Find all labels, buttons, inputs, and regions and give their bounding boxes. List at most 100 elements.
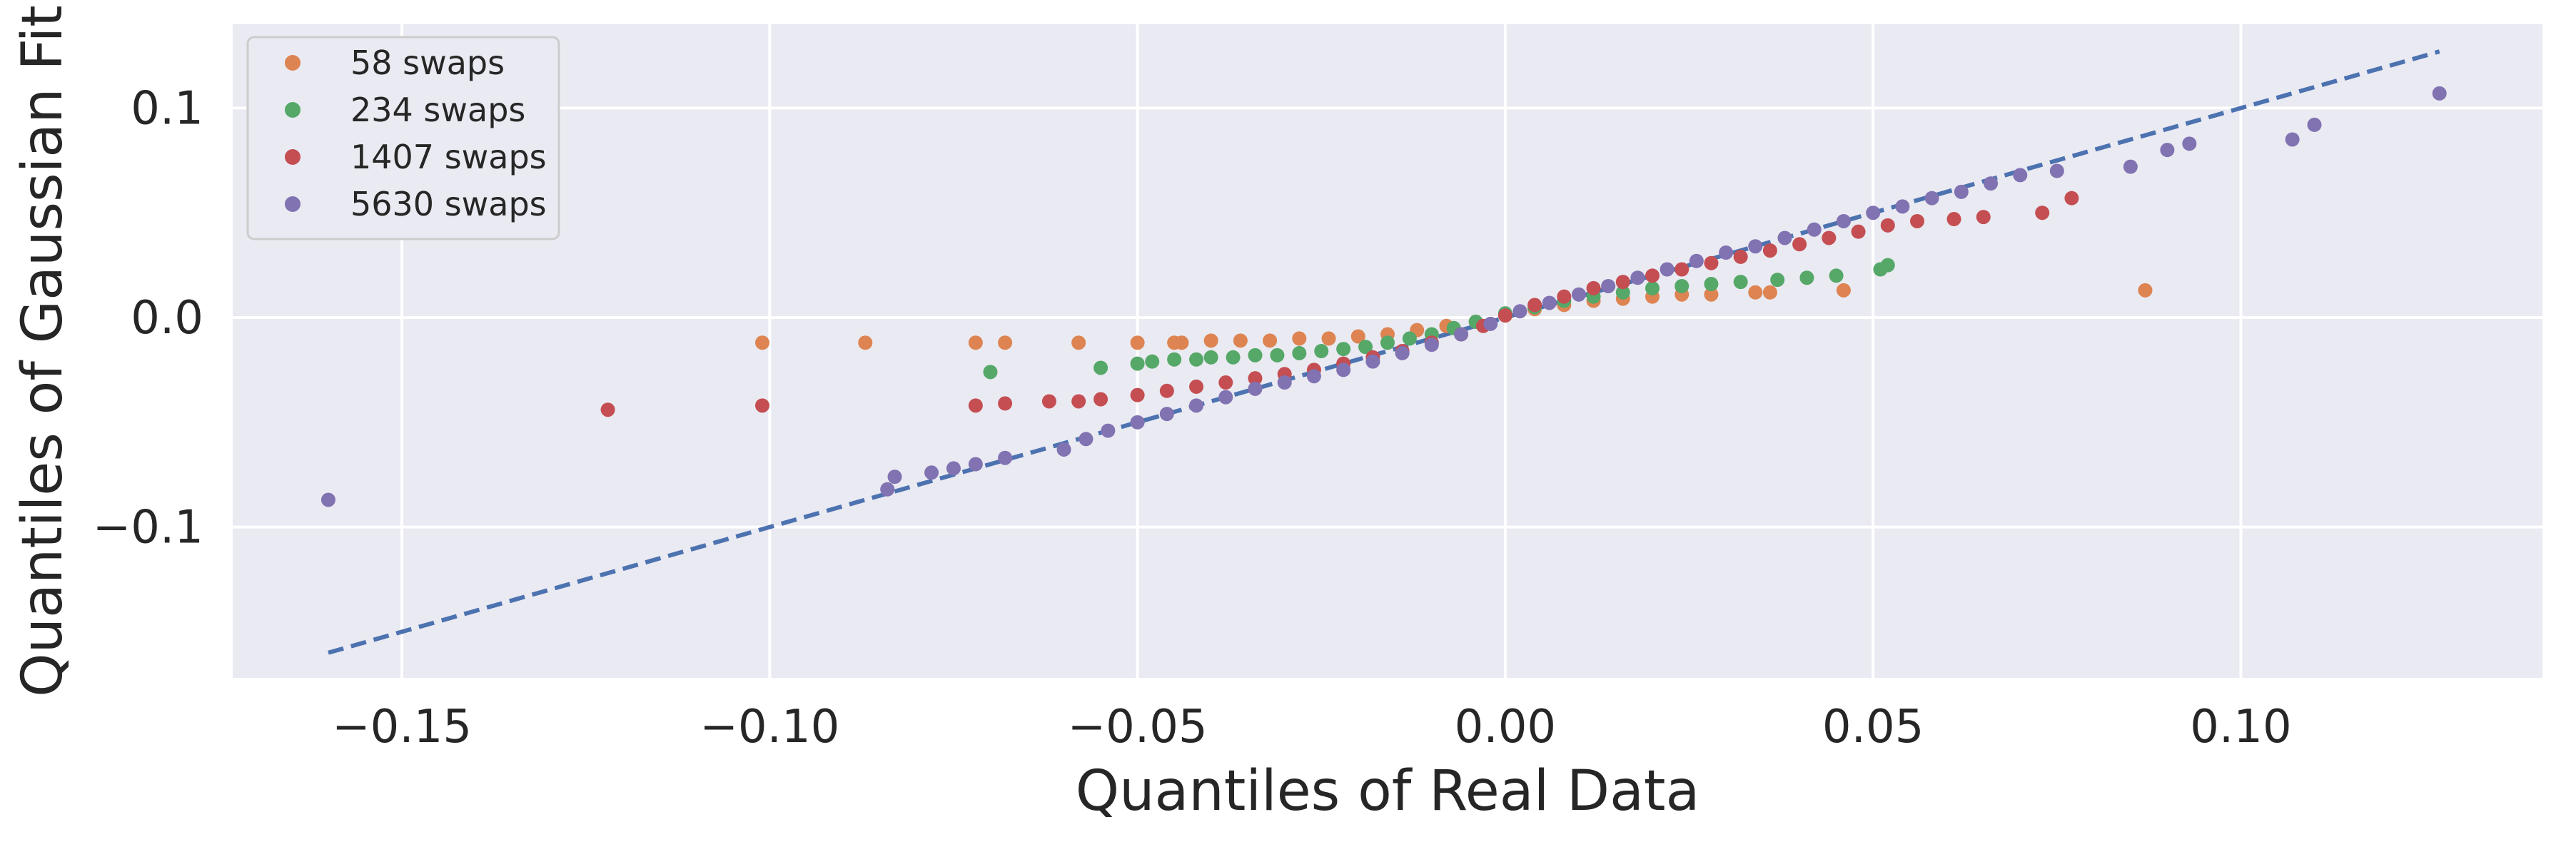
data-point bbox=[1130, 356, 1145, 371]
data-point bbox=[887, 470, 902, 485]
scatter-points bbox=[320, 86, 2447, 507]
data-point bbox=[1218, 390, 1233, 405]
data-point bbox=[1762, 285, 1777, 300]
data-point bbox=[1954, 184, 1969, 199]
data-point bbox=[1946, 212, 1961, 227]
data-point bbox=[1497, 308, 1512, 323]
x-tick-label: 0.00 bbox=[1455, 701, 1557, 754]
data-point bbox=[1836, 213, 1851, 228]
data-point bbox=[1218, 375, 1233, 390]
data-point bbox=[1189, 398, 1204, 413]
legend-marker bbox=[285, 149, 300, 165]
data-point bbox=[1512, 304, 1527, 319]
data-point bbox=[968, 335, 983, 350]
data-point bbox=[1704, 287, 1719, 302]
data-point bbox=[1645, 268, 1660, 283]
data-point bbox=[1910, 213, 1925, 228]
data-point bbox=[1630, 270, 1645, 285]
data-point bbox=[2285, 132, 2300, 147]
data-point bbox=[1704, 277, 1719, 292]
data-point bbox=[2123, 159, 2138, 174]
data-point bbox=[1248, 348, 1263, 362]
x-tick-label: 0.05 bbox=[1822, 701, 1924, 754]
data-point bbox=[1130, 387, 1145, 402]
data-point bbox=[1542, 295, 1557, 310]
data-point bbox=[1557, 289, 1572, 304]
data-point bbox=[998, 335, 1013, 350]
x-tick-label: 0.10 bbox=[2190, 701, 2292, 754]
reference-line bbox=[328, 49, 2440, 655]
data-point bbox=[1402, 331, 1417, 346]
legend-marker bbox=[285, 55, 300, 71]
data-point bbox=[1292, 345, 1307, 360]
data-point bbox=[1733, 275, 1748, 290]
data-point bbox=[1880, 258, 1895, 273]
x-tick-label: −0.15 bbox=[332, 701, 472, 754]
data-point bbox=[1976, 210, 1991, 225]
data-point bbox=[1056, 442, 1071, 457]
legend-box bbox=[246, 36, 560, 240]
data-point bbox=[1189, 379, 1204, 394]
data-point bbox=[1233, 333, 1248, 348]
data-point bbox=[1321, 331, 1336, 346]
data-point bbox=[1306, 369, 1321, 384]
x-axis-label: Quantiles of Real Data bbox=[1076, 759, 1700, 823]
y-tick-labels: −0.1 0.0 0.1 bbox=[93, 82, 203, 554]
series-4 bbox=[320, 86, 2447, 507]
data-point bbox=[880, 482, 895, 497]
data-point bbox=[1829, 268, 1844, 283]
data-point bbox=[1792, 237, 1807, 252]
data-point bbox=[1365, 354, 1380, 369]
data-point bbox=[1203, 350, 1218, 365]
data-point bbox=[2182, 136, 2197, 151]
data-point bbox=[1041, 394, 1056, 409]
legend: 58 swaps 234 swaps 1407 swaps 5630 swaps bbox=[246, 36, 560, 240]
legend-label: 5630 swaps bbox=[350, 185, 547, 223]
data-point bbox=[1093, 392, 1108, 407]
legend-label: 234 swaps bbox=[350, 91, 525, 129]
data-point bbox=[1101, 423, 1116, 438]
data-point bbox=[998, 396, 1013, 411]
data-point bbox=[755, 335, 770, 350]
data-point bbox=[998, 450, 1013, 465]
data-point bbox=[1226, 350, 1241, 365]
data-point bbox=[1645, 280, 1660, 295]
data-point bbox=[1880, 218, 1895, 233]
data-point bbox=[1189, 352, 1204, 367]
data-point bbox=[1093, 360, 1108, 375]
data-point bbox=[1615, 285, 1630, 300]
data-point bbox=[1167, 352, 1182, 367]
data-point bbox=[1719, 245, 1734, 260]
data-point bbox=[924, 465, 939, 480]
data-point bbox=[2138, 283, 2153, 298]
data-point bbox=[2307, 117, 2322, 132]
data-point bbox=[1071, 335, 1086, 350]
data-point bbox=[1799, 270, 1814, 285]
y-axis-label: Quantiles of Gaussian Fit bbox=[11, 5, 75, 696]
data-point bbox=[1675, 262, 1689, 277]
x-tick-labels: −0.15 −0.10 −0.05 0.00 0.05 0.10 bbox=[332, 701, 2292, 754]
data-point bbox=[1660, 262, 1675, 277]
data-point bbox=[1675, 278, 1689, 293]
data-point bbox=[1822, 230, 1837, 245]
data-point bbox=[1454, 327, 1469, 342]
data-point bbox=[600, 402, 615, 417]
data-point bbox=[1270, 348, 1285, 362]
data-point bbox=[1174, 335, 1189, 350]
data-point bbox=[2160, 143, 2175, 158]
data-point bbox=[1924, 191, 1939, 206]
x-tick-label: −0.05 bbox=[1068, 701, 1208, 754]
data-point bbox=[1777, 230, 1792, 245]
data-point bbox=[983, 365, 998, 380]
data-point bbox=[1277, 375, 1292, 390]
data-point bbox=[1395, 345, 1410, 360]
data-point bbox=[320, 492, 335, 507]
data-point bbox=[968, 457, 983, 472]
legend-marker bbox=[285, 102, 300, 118]
data-point bbox=[2049, 163, 2064, 178]
data-point bbox=[1770, 273, 1785, 288]
data-point bbox=[1689, 253, 1704, 268]
data-point bbox=[1615, 275, 1630, 290]
data-point bbox=[1350, 329, 1365, 344]
data-point bbox=[2432, 86, 2447, 101]
